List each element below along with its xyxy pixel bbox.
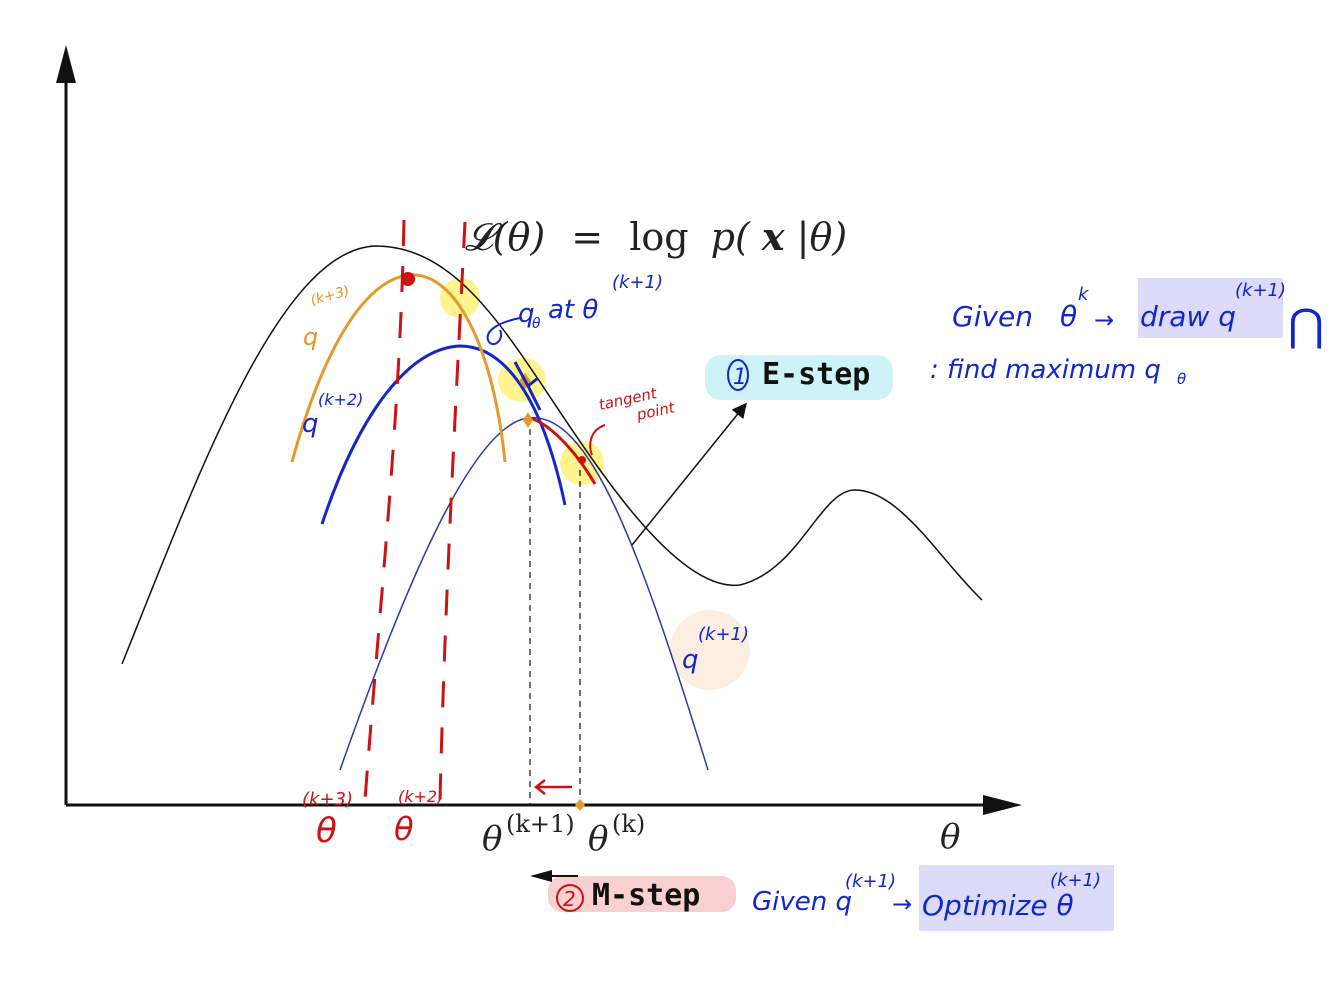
q-k2-label: q (k+2) <box>302 390 363 439</box>
formula-log: log <box>629 215 688 259</box>
draw-q-sup: (k+1) <box>1235 280 1286 301</box>
point-tangent-k <box>578 456 586 464</box>
given-theta-sup: k <box>1078 284 1090 305</box>
given-prefix: Given <box>952 300 1033 333</box>
formula-end: |θ) <box>797 215 848 259</box>
x-axis-arrowhead <box>983 795 1022 815</box>
e-step-bg <box>705 355 893 400</box>
q-k2-sup: (k+2) <box>318 390 363 409</box>
q-at-q: q <box>518 299 535 329</box>
q-k3-sup: (k+3) <box>309 283 351 309</box>
theta-update-arrow <box>533 779 572 795</box>
draw-q-box <box>1138 278 1283 338</box>
highlight-tangent-k3 <box>440 278 480 318</box>
tangent-pointer <box>589 424 606 456</box>
likelihood-curve <box>121 245 983 665</box>
theta-k2-label: θ (k+2) <box>394 787 443 848</box>
formula-eq: = <box>571 215 603 259</box>
q-at-q-sub: θ <box>532 316 541 332</box>
q-k1-label: q (k+1) <box>682 624 749 675</box>
theta-k1-sup: (k+1) <box>506 810 575 838</box>
theta-k1-symbol: θ <box>482 819 502 859</box>
x-axis-label: θ <box>940 817 960 857</box>
draw-q-text: draw q <box>1140 300 1236 333</box>
e-step-desc-sub: θ <box>1177 370 1186 388</box>
theta-k-symbol: θ <box>588 819 608 859</box>
red-dashed-line-k3 <box>363 219 406 801</box>
title-formula: 𝓛(θ) = log p( x |θ) <box>465 214 847 259</box>
m-step-given: Given q <box>752 887 852 917</box>
blue-tangent-arrow <box>513 361 542 411</box>
red-dashed-line-k2 <box>438 221 467 801</box>
black-dashed-verticals <box>529 418 581 805</box>
formula-p: p( <box>711 215 751 259</box>
m-step-text: M-step <box>592 878 700 913</box>
m-step-optimize-sup: (k+1) <box>1050 870 1101 891</box>
red-tangent-stroke <box>529 416 597 485</box>
highlights <box>440 278 1283 931</box>
m-step-arrow-head <box>530 870 552 882</box>
point-q-k1-top <box>523 412 533 428</box>
m-step-number-circle <box>556 884 584 912</box>
given-arrow: → <box>1094 306 1114 334</box>
e-step-arrow <box>631 402 747 546</box>
formula-lhs: 𝓛(θ) <box>465 215 545 259</box>
given-theta-draw-q: Given θ k → draw q (k+1) ⋂ <box>952 280 1324 351</box>
max-point-k3 <box>401 272 415 286</box>
q-k1-curve <box>339 417 709 771</box>
highlight-q-k1-label <box>670 610 750 690</box>
e-step-text: E-step <box>762 357 870 392</box>
m-step-given-sup: (k+1) <box>845 871 896 892</box>
given-theta: θ <box>1060 300 1077 333</box>
theta-update-arrow-head <box>533 779 546 795</box>
m-step-number: 2 <box>563 887 576 911</box>
q-at-sup: (k+1) <box>612 272 663 293</box>
formula-x: x <box>761 214 786 259</box>
theta-k3-sup: (k+3) <box>302 789 353 810</box>
q-k1-sup: (k+1) <box>698 624 749 645</box>
q-k2-q: q <box>302 409 319 439</box>
q-k3-label: q (k+3) <box>303 283 351 351</box>
cap-symbol: ⋂ <box>1288 300 1324 351</box>
e-step-label: 1 E-step : find maximum q θ <box>727 355 1186 392</box>
e-step-number: 1 <box>733 365 747 390</box>
q-k1-q: q <box>682 645 699 675</box>
m-step-label: 2 M-step Given q (k+1) → Optimize θ (k+1… <box>556 870 1101 922</box>
theta-k1-label: θ (k+1) <box>482 810 575 859</box>
optimize-box <box>919 865 1114 931</box>
theta-k-sup: (k) <box>612 810 645 838</box>
theta-k-label: θ (k) <box>588 810 645 859</box>
m-step-arrow-text: → <box>892 890 912 918</box>
theta-k2-sup: (k+2) <box>398 787 443 806</box>
point-theta-k-axis <box>575 799 585 811</box>
theta-k3-symbol: θ <box>316 811 337 851</box>
e-step-desc: : find maximum q <box>930 355 1161 385</box>
tangent-point-annotation: tangent point <box>597 384 677 424</box>
y-axis-arrowhead <box>56 45 76 83</box>
e-step-number-circle <box>727 359 749 391</box>
m-step-optimize: Optimize θ <box>922 889 1074 922</box>
axes <box>56 45 1022 815</box>
red-dashed-verticals <box>363 219 467 801</box>
q-k3-q: q <box>303 323 318 351</box>
q-at-mid: at θ <box>548 295 598 325</box>
theta-k2-symbol: θ <box>394 810 414 848</box>
m-step-arrow <box>530 870 578 882</box>
points <box>401 272 586 811</box>
q-at-theta-annotation: q θ at θ (k+1) <box>518 272 663 332</box>
q-at-pointer <box>486 317 521 346</box>
m-step-bg <box>548 876 736 912</box>
theta-k3-label: θ (k+3) <box>302 789 353 851</box>
